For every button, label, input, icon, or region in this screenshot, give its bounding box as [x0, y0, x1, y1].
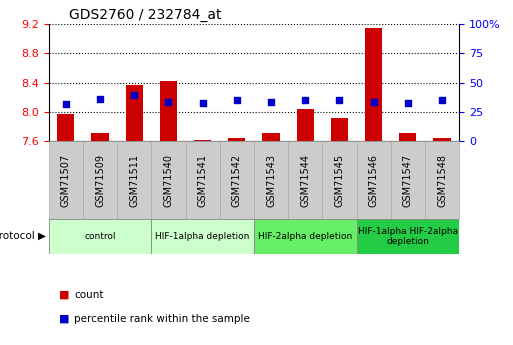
Text: GDS2760 / 232784_at: GDS2760 / 232784_at	[69, 8, 222, 22]
Bar	[357, 141, 391, 219]
Point	[336, 98, 344, 103]
Bar	[160, 81, 177, 141]
Text: count: count	[74, 290, 104, 300]
Point	[199, 100, 207, 106]
Text: GSM71511: GSM71511	[129, 154, 139, 207]
Point	[130, 92, 139, 97]
Point	[164, 99, 172, 104]
Text: GSM71545: GSM71545	[334, 154, 344, 207]
Text: GSM71542: GSM71542	[232, 154, 242, 207]
Text: percentile rank within the sample: percentile rank within the sample	[74, 314, 250, 324]
Text: ■: ■	[59, 314, 69, 324]
Point	[96, 97, 104, 102]
Bar	[220, 141, 254, 219]
Bar	[57, 114, 74, 141]
Text: HIF-2alpha depletion: HIF-2alpha depletion	[258, 232, 352, 241]
Text: control: control	[84, 232, 116, 241]
Bar	[263, 133, 280, 141]
Text: GSM71547: GSM71547	[403, 154, 413, 207]
Bar	[288, 141, 322, 219]
Bar	[357, 219, 459, 254]
Text: GSM71543: GSM71543	[266, 154, 276, 207]
Text: ■: ■	[59, 290, 69, 300]
Text: GSM71540: GSM71540	[164, 154, 173, 207]
Text: GSM71546: GSM71546	[369, 154, 379, 207]
Text: GSM71507: GSM71507	[61, 154, 71, 207]
Point	[369, 99, 378, 104]
Point	[267, 99, 275, 104]
Point	[438, 98, 446, 103]
Text: HIF-1alpha HIF-2alpha
depletion: HIF-1alpha HIF-2alpha depletion	[358, 227, 458, 246]
Bar	[151, 141, 186, 219]
Bar	[194, 140, 211, 141]
Bar	[151, 219, 254, 254]
Bar	[254, 219, 357, 254]
Bar	[391, 141, 425, 219]
Text: GSM71544: GSM71544	[300, 154, 310, 207]
Point	[404, 100, 412, 106]
Bar	[365, 28, 382, 141]
Text: GSM71541: GSM71541	[198, 154, 208, 207]
Bar	[49, 141, 83, 219]
Bar	[433, 138, 450, 141]
Bar	[126, 85, 143, 141]
Bar	[49, 219, 151, 254]
Bar	[254, 141, 288, 219]
Bar	[117, 141, 151, 219]
Text: protocol ▶: protocol ▶	[0, 231, 46, 241]
Bar	[228, 138, 245, 141]
Bar	[297, 109, 314, 141]
Bar	[91, 133, 109, 141]
Bar	[186, 141, 220, 219]
Bar	[322, 141, 357, 219]
Point	[62, 101, 70, 107]
Text: HIF-1alpha depletion: HIF-1alpha depletion	[155, 232, 250, 241]
Point	[233, 98, 241, 103]
Point	[301, 98, 309, 103]
Text: GSM71509: GSM71509	[95, 154, 105, 207]
Bar	[399, 133, 417, 141]
Bar	[83, 141, 117, 219]
Bar	[425, 141, 459, 219]
Text: GSM71548: GSM71548	[437, 154, 447, 207]
Bar	[331, 118, 348, 141]
